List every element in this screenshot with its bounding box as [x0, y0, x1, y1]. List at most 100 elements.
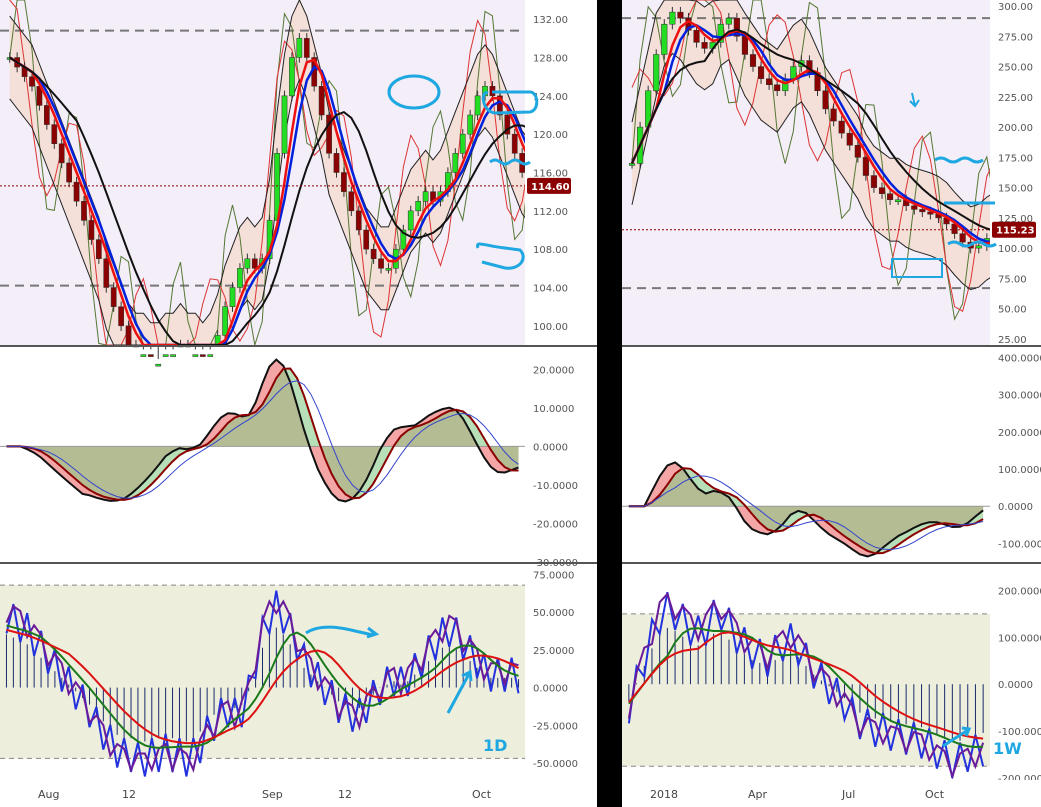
candle — [207, 354, 214, 357]
candle — [467, 114, 474, 135]
candle — [790, 66, 797, 79]
oscillator-axis-tick: -25.0000 — [533, 721, 578, 732]
right-time-axis — [622, 780, 1041, 807]
time-axis-label-left: 12 — [122, 788, 136, 801]
candle — [341, 172, 347, 192]
macd-signal-area — [6, 368, 519, 500]
macd-axis-tick: 100.0000 — [998, 465, 1041, 476]
macd-axis-tick: -100.0000 — [998, 539, 1041, 550]
annotation-bracket — [475, 242, 525, 270]
oscillator-axis-tick: -200.0000 — [998, 774, 1041, 785]
left-time-axis — [0, 780, 597, 807]
blue-moving-average — [9, 56, 560, 347]
time-axis-label-left: Sep — [262, 788, 283, 801]
oscillator-purple-line — [627, 591, 985, 780]
upper-band-line — [631, 0, 1004, 208]
price-axis-tick: 132.00 — [533, 15, 568, 26]
price-axis-tick: 275.00 — [998, 32, 1033, 43]
candle — [717, 23, 724, 43]
annotation-squiggle-right — [934, 156, 984, 164]
candle — [281, 95, 288, 154]
last-price-badge — [527, 177, 571, 194]
annotation-box-right — [891, 258, 943, 278]
candle — [757, 66, 765, 79]
right-price-panel: 300.00 275.00 250.00 225.00 200.00 175.00 150.… — [622, 0, 1041, 346]
price-axis-tick: 100.00 — [533, 322, 568, 333]
candle — [140, 354, 147, 357]
price-axis-tick: 150.00 — [998, 184, 1033, 195]
candle — [400, 229, 407, 250]
macd-axis-tick: 400.0000 — [998, 353, 1041, 364]
macd-line — [6, 358, 519, 503]
candle — [474, 95, 481, 116]
price-axis-tick: 125.00 — [998, 214, 1033, 225]
candle — [326, 114, 332, 154]
oscillator-axis-tick: 50.0000 — [533, 608, 574, 619]
candle — [51, 124, 58, 145]
candle — [766, 78, 773, 85]
red-indicator-line — [9, 0, 560, 346]
red-indicator-line — [631, 0, 1004, 312]
candle — [199, 354, 206, 357]
candle — [511, 133, 518, 154]
candle — [415, 201, 422, 212]
candle — [355, 210, 362, 231]
macd-aux-line — [6, 380, 519, 499]
candle — [289, 57, 295, 97]
macd-signal-line — [6, 367, 519, 501]
candle — [103, 258, 110, 288]
candle — [363, 229, 370, 250]
candle — [29, 76, 35, 87]
candle — [919, 209, 926, 213]
oscillator-red-line — [6, 628, 519, 745]
candle — [147, 354, 154, 357]
price-axis-bg — [525, 0, 597, 345]
price-axis-tick: 120.00 — [533, 130, 568, 141]
price-axis-tick: 50.00 — [998, 305, 1027, 316]
last-price-badge-text: 115.23 — [996, 226, 1035, 237]
annotations — [305, 74, 997, 748]
candle — [725, 17, 732, 25]
right-macd-panel: 400.0000 300.0000 200.0000 100.0000 0.0000 -1… — [622, 353, 1041, 558]
candle — [452, 153, 459, 173]
candle — [162, 354, 169, 357]
time-axis-labels: Aug 12 Sep 12 Oct 2018 Apr Jul Oct — [38, 788, 945, 801]
macd-signal-line — [628, 467, 984, 555]
candle — [774, 84, 781, 92]
candle — [66, 162, 72, 183]
candle — [222, 306, 228, 336]
price-axis-tick: 25.00 — [998, 335, 1027, 346]
price-axis-tick: 100.00 — [998, 244, 1033, 255]
last-price-badge-text: 114.60 — [531, 182, 570, 193]
candle — [110, 287, 117, 307]
candle — [878, 187, 886, 194]
price-axis-tick: 200.00 — [998, 123, 1033, 134]
left-oscillator-panel: 75.0000 50.0000 25.0000 0.0000 -25.0000 -50.0… — [0, 571, 578, 777]
annotation-arrow-up — [446, 669, 473, 714]
price-axis-tick: 175.00 — [998, 153, 1033, 164]
macd-axis-tick: -10.0000 — [533, 481, 578, 492]
chart-divider — [597, 0, 622, 807]
candle — [407, 210, 414, 231]
candle — [229, 287, 236, 307]
macd-axis-tick: 20.0000 — [533, 365, 574, 376]
macd-axis-tick: 0.0000 — [533, 442, 568, 453]
time-axis-label-right: Jul — [841, 788, 855, 801]
left-price-panel: 132.00 128.00 124.00 120.00 116.00 112.00 108.… — [0, 0, 597, 367]
price-axis-tick: 300.00 — [998, 2, 1033, 13]
macd-aux-line — [628, 475, 984, 551]
candle — [741, 36, 748, 55]
black-moving-average — [9, 56, 561, 346]
red-moving-average — [630, 19, 1004, 245]
price-axis-tick: 108.00 — [533, 245, 568, 256]
annotation-squiggle-right-2 — [947, 240, 997, 248]
candle — [43, 105, 50, 125]
time-axis-label-left: 12 — [338, 788, 352, 801]
candle — [733, 17, 740, 37]
price-axis-tick: 250.00 — [998, 63, 1033, 74]
candle — [370, 248, 377, 260]
candle — [318, 86, 325, 116]
candle — [887, 193, 894, 200]
candle — [251, 258, 258, 269]
macd-axis-tick: 0.0000 — [998, 502, 1033, 513]
